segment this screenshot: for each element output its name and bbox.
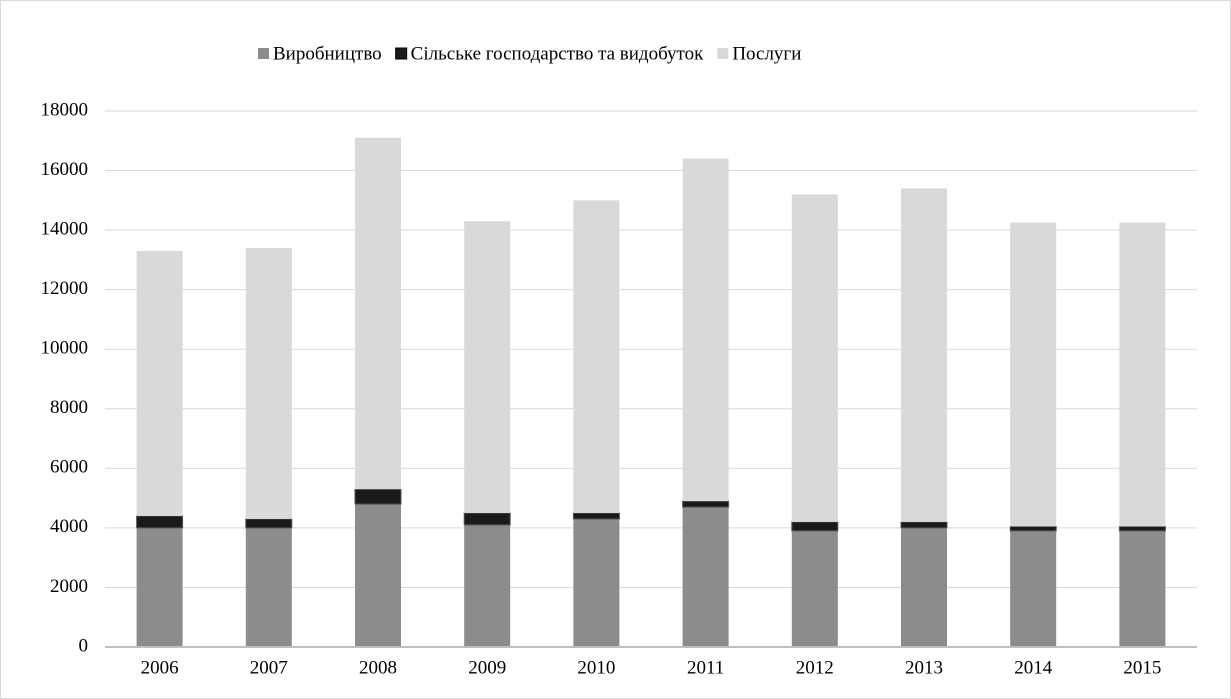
x-tick-label: 2013 — [905, 657, 943, 678]
bar-segment — [900, 521, 948, 529]
x-tick-label: 2009 — [468, 657, 506, 678]
bar-segment — [791, 194, 838, 522]
y-tick-label: 12000 — [41, 278, 89, 299]
bar-segment — [1010, 222, 1057, 527]
bar-segment — [901, 188, 947, 522]
bar-segment — [901, 527, 947, 647]
legend-swatch — [717, 48, 729, 59]
x-tick-label: 2008 — [359, 657, 397, 678]
bar-segment — [682, 500, 730, 508]
y-tick-label: 14000 — [41, 218, 89, 239]
bar-segment — [682, 507, 729, 647]
x-tick-label: 2015 — [1123, 657, 1161, 678]
x-tick-label: 2007 — [250, 657, 288, 678]
x-tick-label: 2012 — [796, 657, 834, 678]
x-tick-label: 2006 — [141, 657, 179, 678]
bar-segment — [1009, 525, 1057, 532]
y-tick-label: 10000 — [41, 338, 89, 359]
bar-segment — [572, 512, 620, 520]
y-tick-label: 2000 — [50, 576, 88, 597]
legend-label: Сільське господарство та видобуток — [411, 43, 704, 64]
bar-segment — [791, 521, 839, 532]
bar-segment — [573, 200, 620, 514]
x-tick-label: 2014 — [1014, 657, 1053, 678]
bar-segment — [573, 518, 620, 647]
bar-segment — [682, 158, 729, 502]
bar-segment — [464, 524, 511, 647]
bar-segment — [136, 250, 183, 516]
bar-segment — [136, 515, 184, 529]
bar-segment — [245, 518, 293, 529]
legend-swatch — [395, 47, 408, 60]
bar-segment — [355, 137, 401, 490]
bar-segment — [1119, 530, 1166, 647]
bar-segment — [355, 504, 401, 647]
bar-segment — [245, 247, 292, 519]
y-tick-label: 4000 — [50, 516, 88, 537]
y-tick-label: 6000 — [50, 457, 88, 478]
legend-swatch — [258, 48, 269, 59]
y-tick-label: 16000 — [41, 159, 89, 180]
bar-segment — [464, 221, 511, 513]
bar-segment — [463, 512, 511, 526]
bar-segment — [1118, 525, 1166, 532]
y-tick-label: 18000 — [41, 99, 89, 120]
bar-segment — [354, 488, 402, 505]
x-tick-label: 2011 — [687, 657, 724, 678]
y-tick-label: 0 — [79, 635, 89, 656]
bar-segment — [136, 527, 183, 647]
y-tick-label: 8000 — [50, 397, 88, 418]
bar-segment — [1010, 530, 1057, 647]
x-tick-label: 2010 — [577, 657, 615, 678]
bar-segment — [791, 530, 838, 647]
legend-label: Виробництво — [273, 43, 382, 64]
legend-label: Послуги — [732, 43, 801, 64]
bar-segment — [1119, 222, 1166, 527]
bar-segment — [245, 527, 292, 647]
